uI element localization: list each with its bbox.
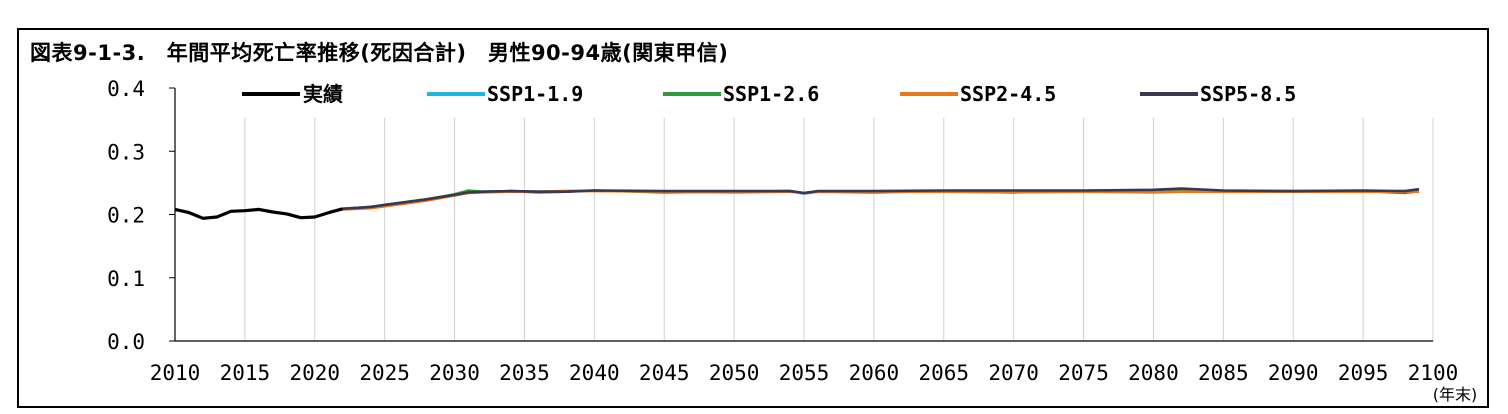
x-tick-label: 2065 [918, 361, 969, 385]
grid-layer [244, 118, 1434, 341]
x-tick-label: 2095 [1338, 361, 1389, 385]
x-tick-label: 2100 [1408, 361, 1459, 385]
x-tick-label: 2070 [988, 361, 1039, 385]
series-layer [174, 187, 1420, 220]
y-tick-label: 0.0 [107, 330, 145, 354]
axis-layer: 2010 2015 2020 2025 2030 2035 2040 2045 2050 2055… [107, 77, 1458, 385]
chart-frame [17, 28, 1489, 408]
x-tick-label: 2020 [289, 361, 340, 385]
x-tick-label: 2015 [220, 361, 271, 385]
legend: 実績 SSP1-1.9 SSP1-2.6 SSP2-4.5 SSP5-8.5 [242, 82, 1296, 106]
legend-label-5: SSP5-8.5 [1200, 82, 1296, 106]
series-line-5 [342, 187, 1420, 211]
series-line-1 [174, 207, 344, 220]
x-tick-label: 2050 [709, 361, 760, 385]
x-tick-label: 2045 [639, 361, 690, 385]
legend-label-1: 実績 [303, 82, 343, 106]
series-line-4 [342, 189, 1419, 211]
x-tick-label: 2010 [150, 361, 201, 385]
legend-label-4: SSP2-4.5 [960, 82, 1056, 106]
x-tick-label: 2030 [429, 361, 480, 385]
x-tick-label: 2025 [359, 361, 410, 385]
series-line-3 [342, 189, 1420, 211]
y-tick-label: 0.1 [107, 267, 145, 291]
y-tick-label: 0.2 [107, 204, 145, 228]
x-tick-label: 2075 [1058, 361, 1109, 385]
y-tick-label: 0.4 [107, 77, 145, 101]
x-tick-label: 2035 [499, 361, 550, 385]
legend-label-2: SSP1-1.9 [487, 82, 583, 106]
x-tick-label: 2040 [569, 361, 620, 385]
chart-title: 図表9-1-3. 年間平均死亡率推移(死因合計) 男性90-94歳(関東甲信) [30, 41, 729, 65]
x-axis-unit-label: (年末) [1433, 385, 1478, 404]
x-tick-label: 2085 [1198, 361, 1249, 385]
x-tick-label: 2060 [849, 361, 900, 385]
y-tick-label: 0.3 [107, 140, 145, 164]
legend-label-3: SSP1-2.6 [723, 82, 819, 106]
x-tick-label: 2080 [1128, 361, 1179, 385]
x-tick-label: 2090 [1268, 361, 1319, 385]
x-tick-label: 2055 [779, 361, 830, 385]
